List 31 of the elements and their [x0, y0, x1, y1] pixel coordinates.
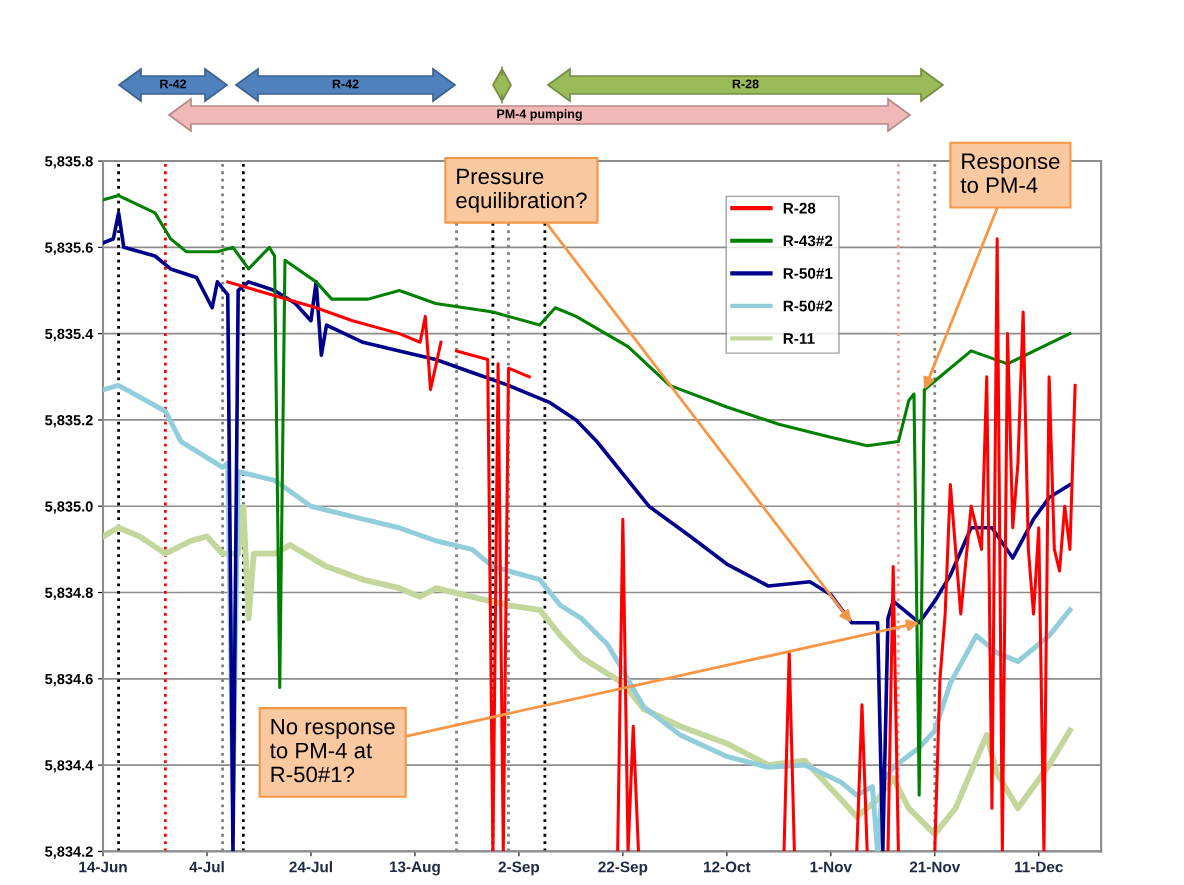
y-tick-label: 5,835.2 [45, 415, 93, 428]
legend-label: R-11 [783, 333, 815, 344]
annotation: No response to PM-4 at R-50#1? [270, 718, 395, 783]
annotation: Pressure equilibration? [456, 168, 587, 213]
x-tick-label: 21-Nov [909, 861, 961, 873]
x-tick-label: 1-Nov [810, 861, 852, 873]
x-tick-label: 14-Jun [79, 861, 127, 873]
y-tick-label: 5,835.8 [45, 156, 93, 169]
text: PM-4 pumping [497, 109, 582, 121]
x-tick-label: 4-Jul [189, 861, 224, 873]
x-tick-label: 22-Sep [598, 861, 648, 876]
text: R-42 [332, 79, 359, 89]
y-tick-label: 5,835.4 [45, 328, 94, 342]
text: R-42 [160, 79, 187, 89]
text: R-28 [732, 79, 759, 89]
annotation: Response to PM-4 [960, 153, 1060, 194]
x-tick-label: 24-Jul [289, 861, 332, 873]
y-tick-label: 5,834.6 [45, 673, 93, 687]
x-tick-label: 2-Sep [498, 861, 540, 876]
y-tick-label: 5,834.4 [45, 760, 94, 773]
y-tick-label: 5,835.6 [45, 242, 93, 255]
x-tick-label: 11-Dec [1015, 861, 1063, 873]
y-tick-label: 5,834.8 [45, 587, 93, 601]
x-tick-label: 13-Aug [389, 861, 440, 876]
legend-label: R-28 [783, 202, 816, 214]
x-tick-label: 12-Oct [704, 861, 751, 873]
legend-label: R-43#2 [783, 235, 833, 247]
legend-label: R-50#1 [783, 267, 833, 279]
y-tick-label: 5,834.2 [45, 846, 93, 859]
legend-label: R-50#2 [783, 300, 833, 312]
y-tick-label: 5,835.0 [45, 501, 93, 514]
